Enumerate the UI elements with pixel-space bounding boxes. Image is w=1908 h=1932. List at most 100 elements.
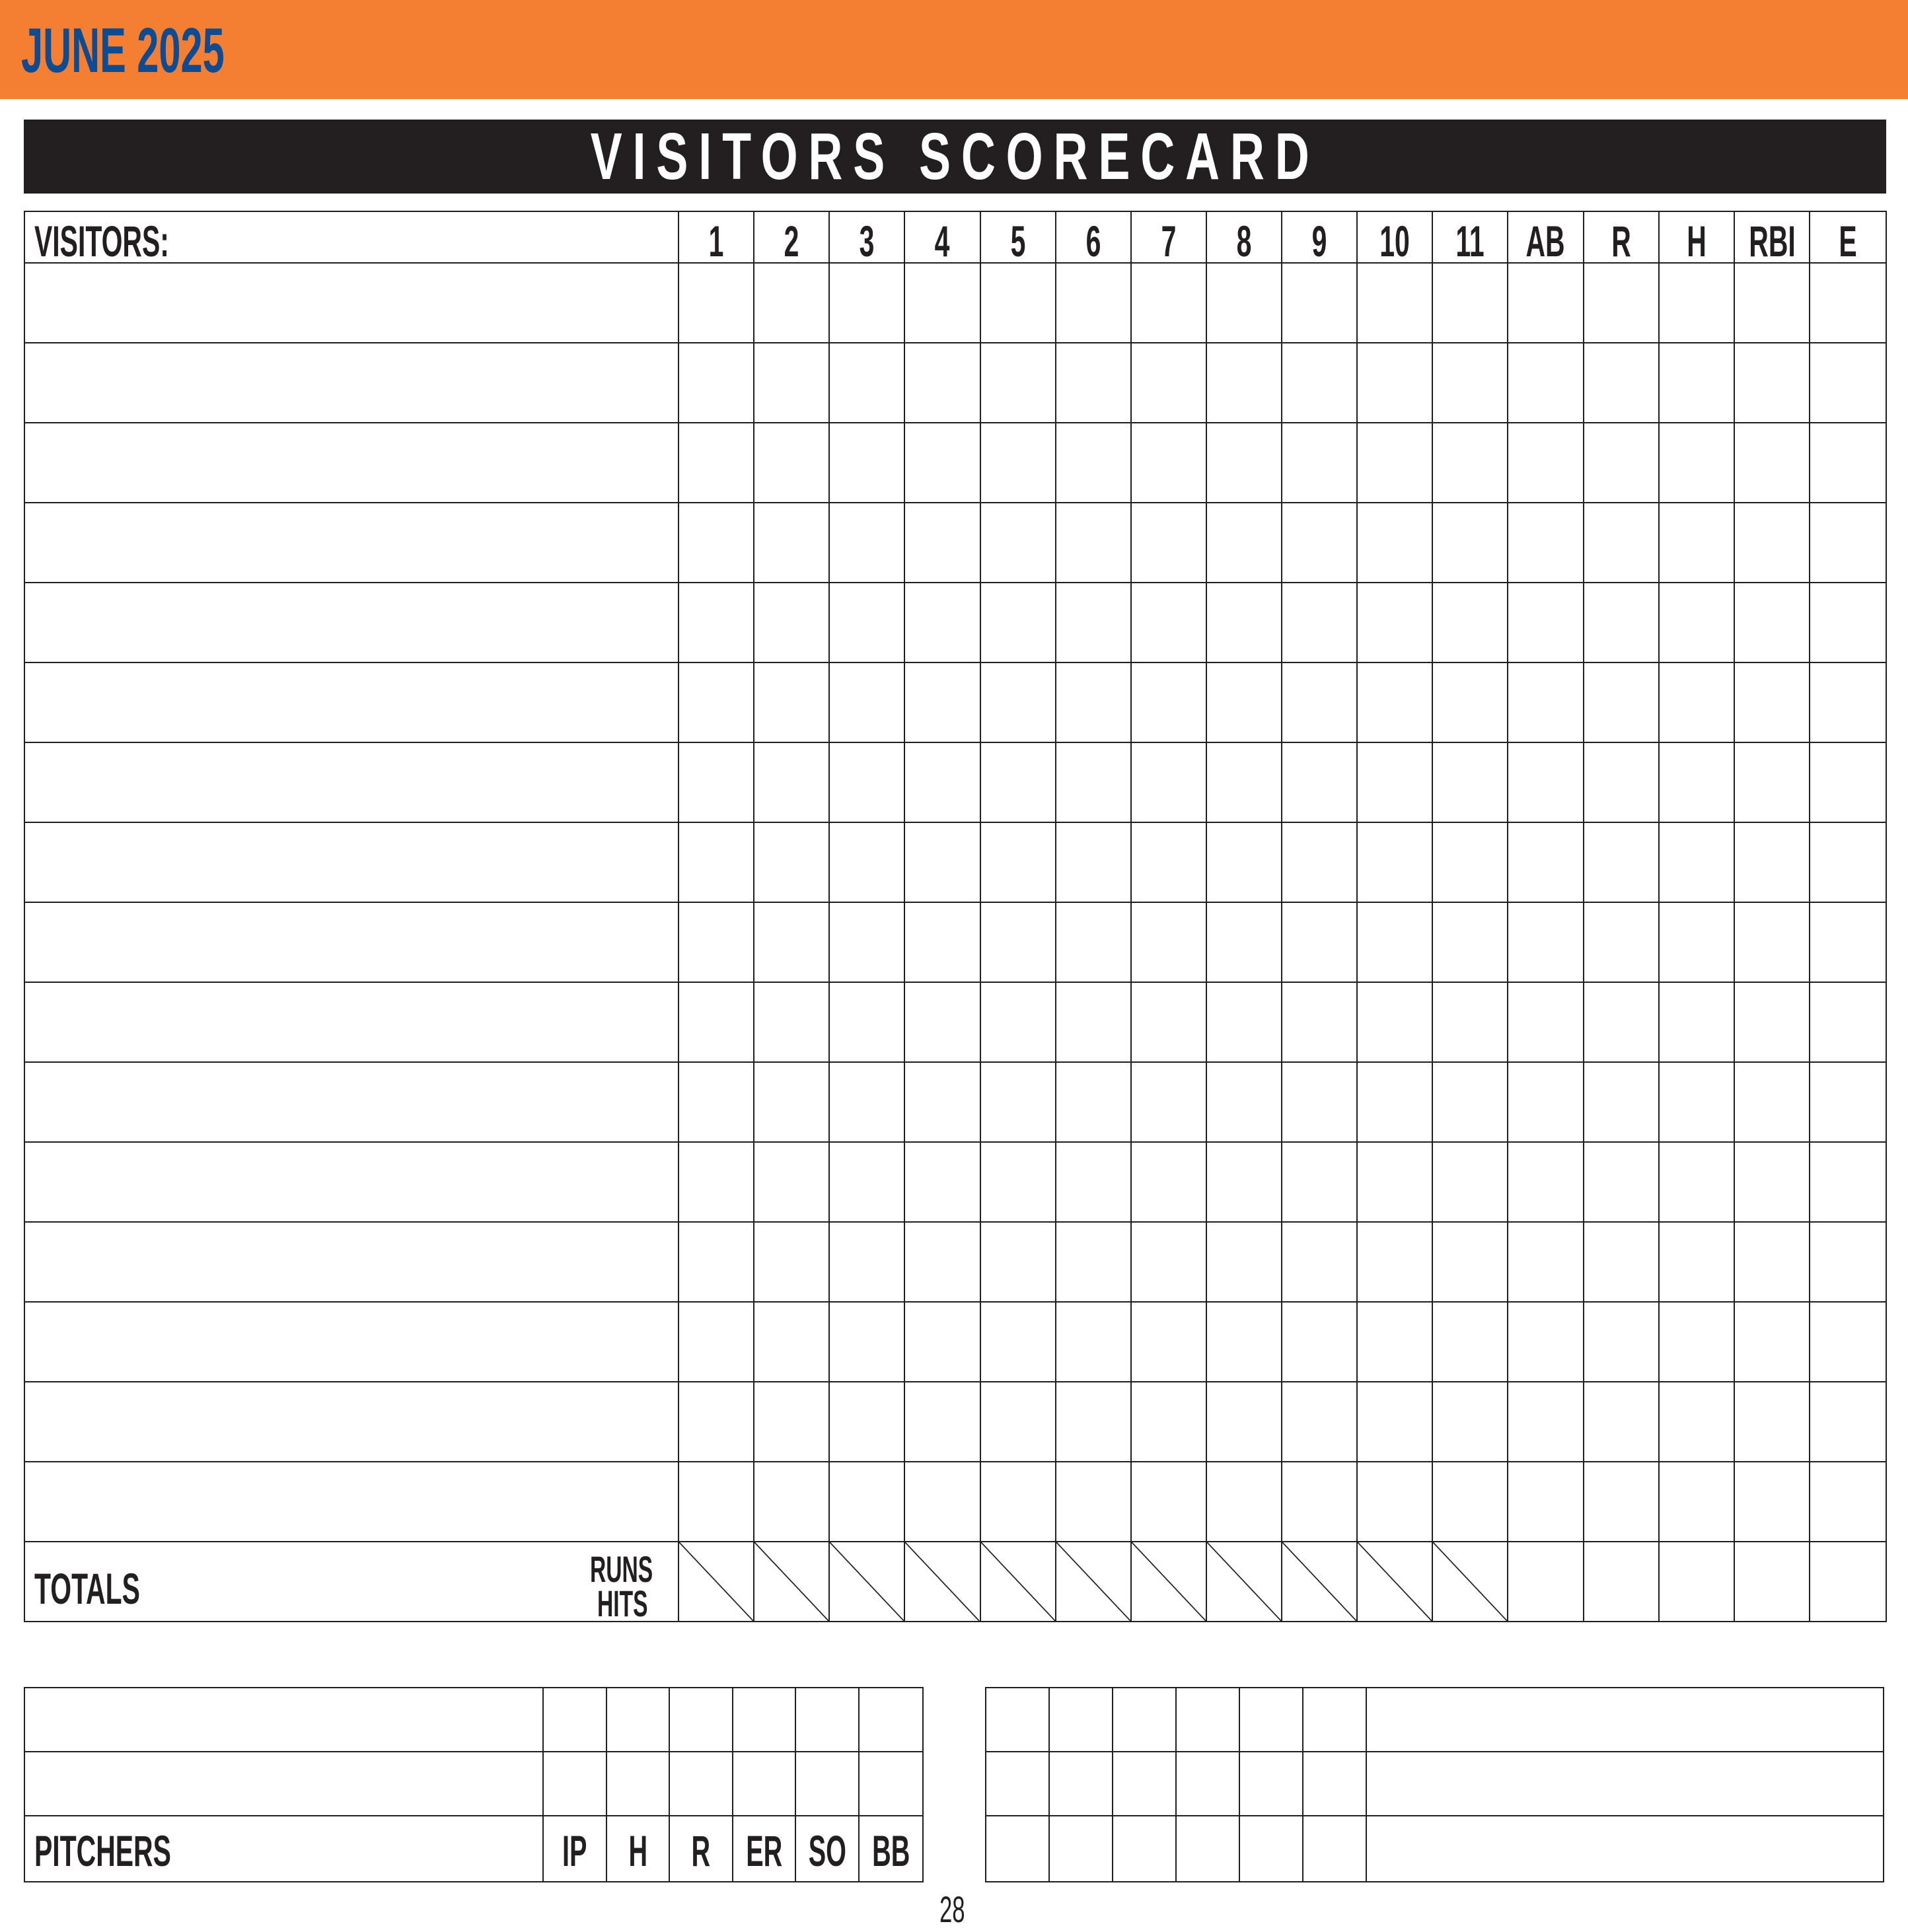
score-cell[interactable] (679, 1462, 755, 1542)
score-cell[interactable] (830, 983, 906, 1063)
score-cell[interactable] (1433, 1303, 1509, 1382)
inning-totals-cell[interactable] (1131, 1542, 1207, 1621)
score-cell[interactable] (1282, 423, 1358, 503)
score-cell[interactable] (1734, 1063, 1810, 1143)
batter-name-input[interactable] (25, 1382, 679, 1462)
score-cell[interactable] (1206, 663, 1282, 743)
score-cell[interactable] (1433, 983, 1509, 1063)
score-cell[interactable] (830, 1143, 906, 1223)
score-cell[interactable] (1206, 1382, 1282, 1462)
score-cell[interactable] (1282, 1143, 1358, 1223)
score-cell[interactable] (679, 264, 755, 343)
score-cell[interactable] (1584, 1303, 1660, 1382)
pitcher-name-input[interactable] (1367, 1816, 1883, 1881)
score-cell[interactable] (1810, 1382, 1886, 1462)
score-cell[interactable] (1433, 343, 1509, 423)
batter-name-input[interactable] (25, 343, 679, 423)
score-cell[interactable] (905, 983, 981, 1063)
score-cell[interactable] (1282, 903, 1358, 983)
score-cell[interactable] (1131, 1462, 1207, 1542)
score-cell[interactable] (1358, 423, 1434, 503)
score-cell[interactable] (1056, 264, 1132, 343)
score-cell[interactable] (1358, 1462, 1434, 1542)
pitcher-stat-cell[interactable] (606, 1688, 670, 1752)
score-cell[interactable] (1734, 503, 1810, 583)
score-cell[interactable] (1810, 903, 1886, 983)
pitcher-stat-cell[interactable] (986, 1688, 1050, 1752)
score-cell[interactable] (1056, 343, 1132, 423)
pitcher-stat-cell[interactable] (670, 1752, 733, 1816)
score-cell[interactable] (1056, 1143, 1132, 1223)
pitcher-stat-cell[interactable] (1240, 1688, 1303, 1752)
score-cell[interactable] (1282, 1382, 1358, 1462)
score-cell[interactable] (1508, 1462, 1584, 1542)
score-cell[interactable] (679, 983, 755, 1063)
inning-totals-cell[interactable] (1206, 1542, 1282, 1621)
score-cell[interactable] (830, 823, 906, 903)
score-cell[interactable] (1206, 1462, 1282, 1542)
score-cell[interactable] (830, 663, 906, 743)
score-cell[interactable] (1734, 343, 1810, 423)
score-cell[interactable] (1358, 1223, 1434, 1303)
pitcher-stat-cell[interactable] (1113, 1752, 1177, 1816)
score-cell[interactable] (1282, 583, 1358, 663)
score-cell[interactable] (1810, 1223, 1886, 1303)
score-cell[interactable] (830, 343, 906, 423)
score-cell[interactable] (1282, 1223, 1358, 1303)
score-cell[interactable] (679, 743, 755, 823)
score-cell[interactable] (1282, 1462, 1358, 1542)
score-cell[interactable] (905, 1223, 981, 1303)
score-cell[interactable] (1584, 1223, 1660, 1303)
score-cell[interactable] (754, 343, 830, 423)
score-cell[interactable] (1282, 264, 1358, 343)
inning-totals-cell[interactable] (1282, 1542, 1358, 1621)
score-cell[interactable] (905, 903, 981, 983)
score-cell[interactable] (679, 1063, 755, 1143)
inning-totals-cell[interactable] (1056, 1542, 1132, 1621)
score-cell[interactable] (754, 1223, 830, 1303)
score-cell[interactable] (1810, 1143, 1886, 1223)
score-cell[interactable] (905, 503, 981, 583)
batter-name-input[interactable] (25, 823, 679, 903)
score-cell[interactable] (1734, 583, 1810, 663)
score-cell[interactable] (679, 663, 755, 743)
score-cell[interactable] (1282, 1303, 1358, 1382)
score-cell[interactable] (1508, 743, 1584, 823)
score-cell[interactable] (1734, 903, 1810, 983)
score-cell[interactable] (1206, 983, 1282, 1063)
score-cell[interactable] (1358, 503, 1434, 583)
score-cell[interactable] (1734, 1223, 1810, 1303)
score-cell[interactable] (1056, 503, 1132, 583)
score-cell[interactable] (980, 1382, 1056, 1462)
score-cell[interactable] (830, 583, 906, 663)
score-cell[interactable] (754, 1382, 830, 1462)
batter-name-input[interactable] (25, 1223, 679, 1303)
score-cell[interactable] (830, 1462, 906, 1542)
inning-totals-cell[interactable] (754, 1542, 830, 1621)
score-cell[interactable] (1810, 663, 1886, 743)
stat-totals-cell[interactable] (1810, 1542, 1886, 1621)
score-cell[interactable] (1659, 823, 1735, 903)
score-cell[interactable] (905, 1462, 981, 1542)
score-cell[interactable] (980, 503, 1056, 583)
score-cell[interactable] (1131, 1303, 1207, 1382)
batter-name-input[interactable] (25, 743, 679, 823)
score-cell[interactable] (1056, 663, 1132, 743)
score-cell[interactable] (1734, 983, 1810, 1063)
score-cell[interactable] (1734, 663, 1810, 743)
score-cell[interactable] (1131, 583, 1207, 663)
score-cell[interactable] (1056, 1063, 1132, 1143)
score-cell[interactable] (1584, 983, 1660, 1063)
pitcher-stat-cell[interactable] (1050, 1688, 1113, 1752)
score-cell[interactable] (1734, 823, 1810, 903)
score-cell[interactable] (1206, 423, 1282, 503)
score-cell[interactable] (1734, 264, 1810, 343)
score-cell[interactable] (1659, 264, 1735, 343)
score-cell[interactable] (1433, 743, 1509, 823)
score-cell[interactable] (1056, 423, 1132, 503)
score-cell[interactable] (1584, 343, 1660, 423)
score-cell[interactable] (1206, 1143, 1282, 1223)
batter-name-input[interactable] (25, 1303, 679, 1382)
score-cell[interactable] (1659, 1223, 1735, 1303)
score-cell[interactable] (754, 1303, 830, 1382)
